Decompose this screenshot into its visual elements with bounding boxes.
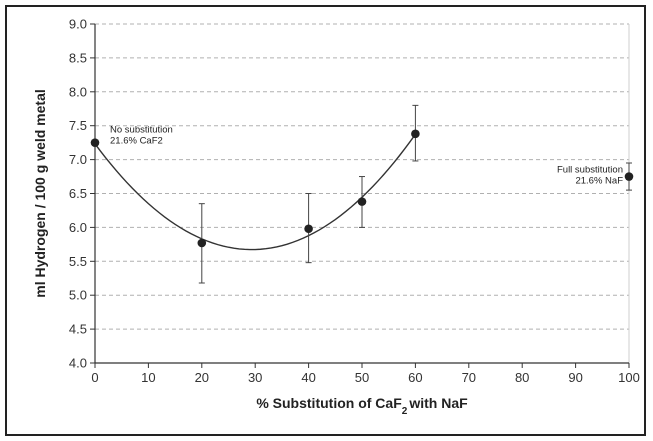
y-axis-label: ml Hydrogen / 100 g weld metal: [32, 89, 48, 298]
x-tick-labels: 0 10 20 30 40 50 60 70 80 90 100: [91, 370, 639, 385]
annotation-line: 21.6% NaF: [575, 176, 623, 187]
y-tick-label: 6.0: [69, 220, 87, 235]
trend-curve: [94, 133, 416, 251]
y-tick-label: 7.5: [69, 118, 87, 133]
x-tick-label: 50: [355, 370, 369, 385]
annotation-full-substitution: Full substitution 21.6% NaF: [557, 165, 623, 187]
chart: 4.0 4.5 5.0 5.5 6.0 6.5 7.0 7.5 8.0 8.5 9.0 0 10 20 3…: [32, 17, 640, 417]
y-tick-label: 5.5: [69, 254, 87, 269]
data-point: [411, 129, 420, 139]
y-tick-label: 4.0: [69, 356, 87, 371]
y-tick-label: 7.0: [69, 152, 87, 167]
y-tick-label: 6.5: [69, 186, 87, 201]
annotation-no-substitution: No substitution 21.6% CaF2: [110, 125, 173, 147]
x-tick-label: 10: [141, 370, 155, 385]
x-tick-label: 40: [301, 370, 315, 385]
chart-frame: 4.0 4.5 5.0 5.5 6.0 6.5 7.0 7.5 8.0 8.5 9.0 0 10 20 3…: [5, 5, 646, 436]
x-tick-label: 80: [515, 370, 529, 385]
data-point: [624, 172, 634, 181]
y-tick-labels: 4.0 4.5 5.0 5.5 6.0 6.5 7.0 7.5 8.0 8.5 9.0: [69, 17, 87, 371]
x-tick-label: 70: [462, 370, 476, 385]
x-tick-label: 20: [195, 370, 209, 385]
data-points: [90, 129, 634, 248]
x-tick-label: 90: [568, 370, 582, 385]
x-tick-label: 30: [248, 370, 262, 385]
annotation-line: No substitution: [110, 125, 173, 136]
x-tick-label: 100: [618, 370, 640, 385]
data-point: [197, 238, 207, 248]
annotation-line: 21.6% CaF2: [110, 136, 163, 147]
x-tick-label: 60: [408, 370, 422, 385]
data-point: [304, 224, 313, 234]
annotations: No substitution 21.6% CaF2 Full substituti…: [110, 125, 623, 187]
data-point: [357, 197, 367, 206]
x-tick-label: 0: [91, 370, 98, 385]
y-tick-label: 5.0: [69, 288, 87, 303]
annotation-line: Full substitution: [557, 165, 623, 176]
y-tick-label: 8.0: [69, 84, 87, 99]
x-axis-label: % Substitution of CaF2 with NaF: [256, 395, 468, 417]
y-tick-label: 8.5: [69, 50, 87, 65]
axes: [90, 23, 630, 368]
data-point: [90, 138, 100, 147]
trend-curve-path: [94, 133, 416, 251]
y-tick-label: 4.5: [69, 322, 87, 337]
y-tick-label: 9.0: [69, 17, 87, 32]
